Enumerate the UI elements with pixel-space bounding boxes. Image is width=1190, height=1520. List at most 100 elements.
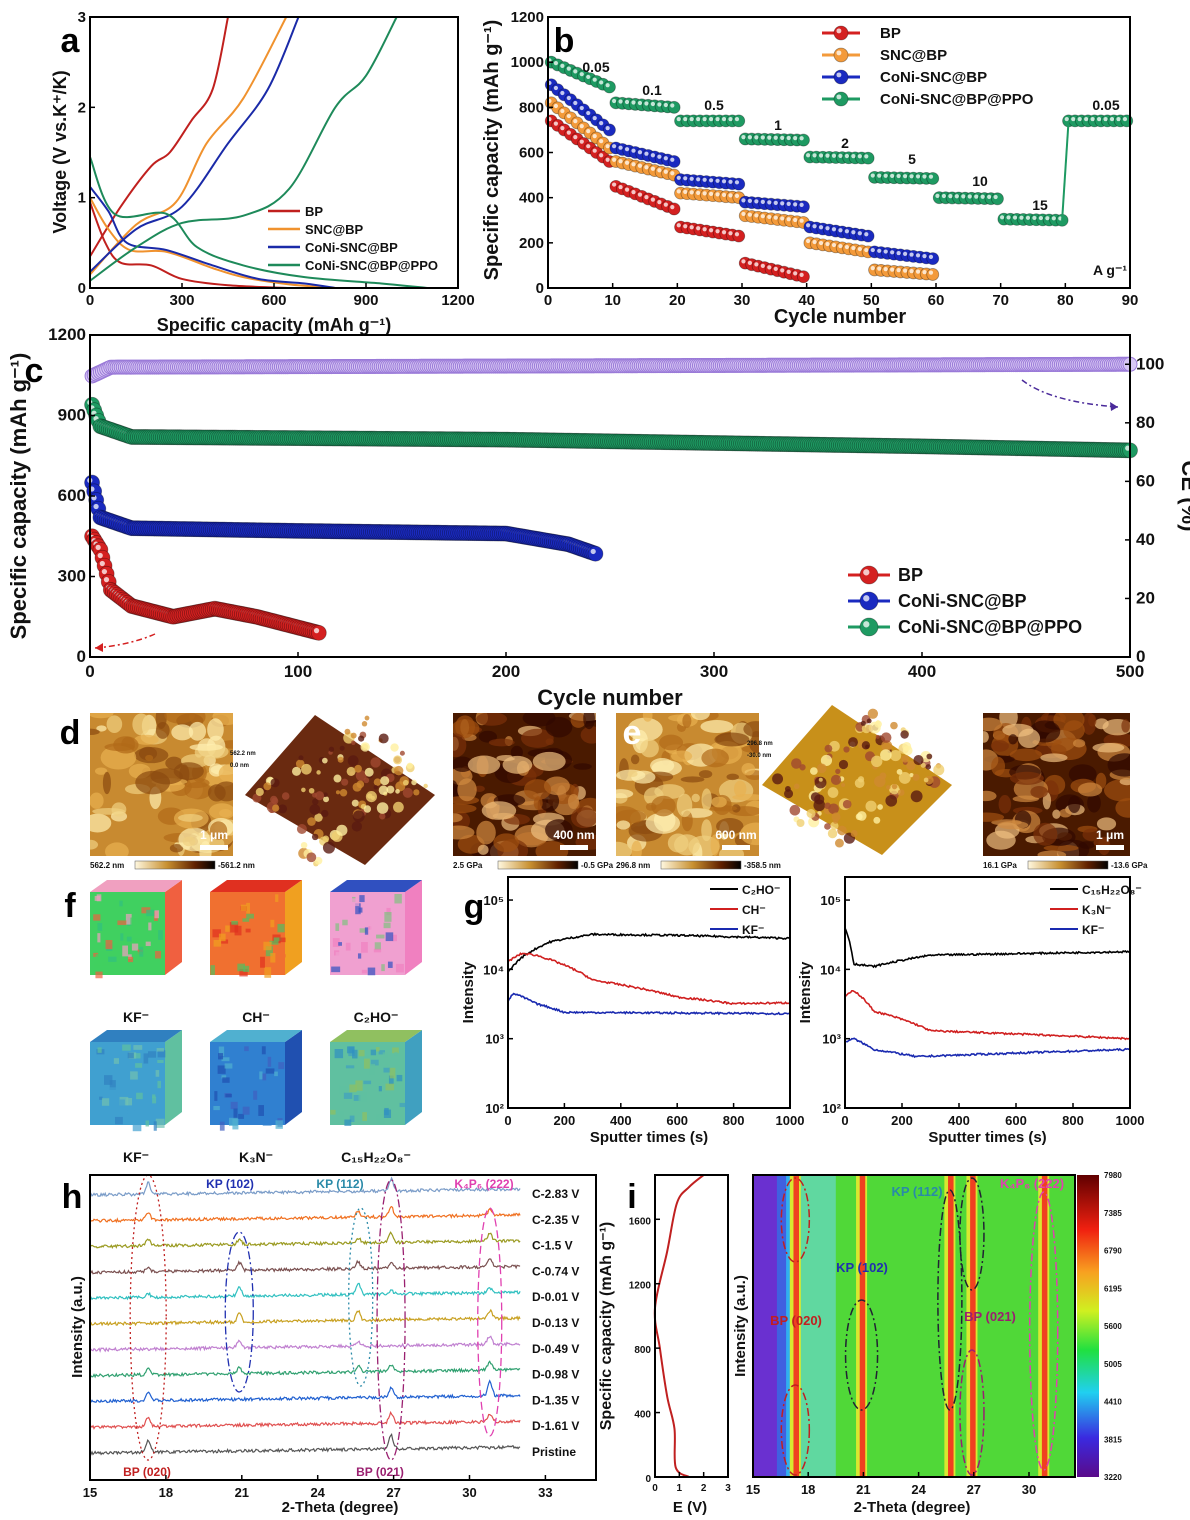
x-tick-label: 400 xyxy=(610,1113,632,1128)
cube-label: K₃N⁻ xyxy=(239,1149,273,1165)
xrd-pattern xyxy=(89,1282,521,1301)
tof-sims-cube xyxy=(210,1030,302,1131)
x-tick-label: 900 xyxy=(353,292,378,309)
x-tick-label: 3 xyxy=(725,1483,731,1494)
trace-label: C-2.83 V xyxy=(532,1187,579,1201)
x-tick-label: 33 xyxy=(538,1485,552,1500)
arrow-to-right-axis xyxy=(1021,379,1119,408)
afm-3d-surface xyxy=(245,715,435,867)
colorbar-min: -358.5 nm xyxy=(744,861,781,870)
colorbar xyxy=(1027,860,1109,870)
rate-label: 0.5 xyxy=(704,97,724,113)
curve-charge xyxy=(89,16,300,273)
data-point xyxy=(667,100,681,114)
x-tick-label: 100 xyxy=(284,662,312,681)
trace-label: Pristine xyxy=(532,1445,576,1459)
data-point xyxy=(557,61,571,75)
y-tick-label: 200 xyxy=(519,235,544,252)
x-axis-label: Specific capacity (mAh g⁻¹) xyxy=(157,315,392,335)
x-tick-label: 400 xyxy=(908,662,936,681)
curve-charge xyxy=(89,16,229,257)
colorbar-tick-label: 6790 xyxy=(1104,1247,1122,1256)
rate-label: 2 xyxy=(841,135,849,151)
cube-label: C₁₅H₂₂O₈⁻ xyxy=(341,1149,411,1165)
x-tick-label: 24 xyxy=(310,1485,325,1500)
cube-label: KF⁻ xyxy=(123,1009,149,1025)
peak-ellipse xyxy=(348,1207,374,1387)
scale-bar-label: 600 nm xyxy=(715,828,756,842)
x-axis-label: 2-Theta (degree) xyxy=(282,1499,399,1516)
trace-label: D-0.98 V xyxy=(532,1368,579,1382)
legend-label: K₃N⁻ xyxy=(1082,903,1111,917)
colorbar xyxy=(134,860,216,870)
trace-label: D-1.35 V xyxy=(532,1393,579,1407)
panel-label: c xyxy=(25,352,44,390)
x-tick-label: 0 xyxy=(504,1113,511,1128)
y-tick-label: 400 xyxy=(634,1410,651,1421)
voltage-curve xyxy=(653,1174,705,1478)
connector-line xyxy=(1061,120,1070,221)
scale-bar xyxy=(560,845,588,850)
cube-label: KF⁻ xyxy=(123,1149,149,1165)
colorbar-tick-label: 4410 xyxy=(1104,1398,1122,1407)
legend-label: C₁₅H₂₂O₈⁻ xyxy=(1082,883,1142,897)
data-point xyxy=(797,133,810,147)
y-tick-label: 100 xyxy=(1136,354,1164,373)
arrow-head xyxy=(95,643,103,652)
y-tick-label: 900 xyxy=(58,406,86,425)
peak-annotation: K₄P₆ (222) xyxy=(454,1177,513,1191)
colorbar-tick-label: 5600 xyxy=(1104,1322,1122,1331)
series-line xyxy=(845,1037,1131,1059)
curve-discharge xyxy=(89,201,290,289)
legend-label: SNC@BP xyxy=(880,47,947,64)
trace-label: D-1.61 V xyxy=(532,1419,579,1433)
y-tick-label: 1200 xyxy=(48,325,86,344)
x-tick-label: 2 xyxy=(701,1483,707,1494)
x-tick-label: 30 xyxy=(462,1485,476,1500)
colorbar-tick-label: 6195 xyxy=(1104,1284,1122,1293)
trace-label: C-1.5 V xyxy=(532,1239,573,1253)
panel-label: i xyxy=(627,1178,636,1216)
x-tick-label: 10 xyxy=(604,292,621,309)
x-tick-label: 40 xyxy=(798,292,815,309)
y-axis-label: Specific capacity (mAh g⁻¹) xyxy=(481,20,503,281)
legend-label: CoNi-SNC@BP@PPO xyxy=(880,91,1034,108)
y-tick-label: 10⁴ xyxy=(820,962,841,977)
x-axis-label: 2-Theta (degree) xyxy=(854,1499,971,1516)
legend-marker xyxy=(859,617,879,637)
legend-marker xyxy=(833,25,849,41)
xrd-pattern xyxy=(89,1308,521,1327)
y-tick-label: 10² xyxy=(485,1101,504,1116)
x-tick-label: 21 xyxy=(235,1485,249,1500)
rate-label: 0.05 xyxy=(582,59,609,75)
data-point xyxy=(587,545,604,562)
tof-sims-cube xyxy=(330,880,422,976)
axis-label: 0.0 nm xyxy=(230,763,249,769)
y-tick-label: 20 xyxy=(1136,588,1155,607)
x-tick-label: 27 xyxy=(967,1482,981,1497)
y-tick-label: 0 xyxy=(645,1474,651,1485)
peak-annotation: KP (112) xyxy=(316,1177,363,1191)
scale-bar xyxy=(722,845,750,850)
colorbar-max: 16.1 GPa xyxy=(983,861,1017,870)
colorbar-max: 562.2 nm xyxy=(90,861,124,870)
y-tick-label: 600 xyxy=(519,145,544,162)
peak-annotation: KP (102) xyxy=(206,1177,254,1191)
x-tick-label: 200 xyxy=(492,662,520,681)
data-point xyxy=(797,270,810,284)
legend-label: BP xyxy=(305,204,323,219)
legend-label: BP xyxy=(898,565,923,585)
tof-sims-cube xyxy=(90,1030,182,1132)
curve-discharge xyxy=(89,197,336,289)
x-tick-label: 600 xyxy=(1005,1113,1027,1128)
panel-label: h xyxy=(62,1178,83,1216)
legend-label: KF⁻ xyxy=(1082,923,1104,937)
data-point xyxy=(603,123,616,137)
y-tick-label: 1 xyxy=(78,190,86,207)
x-tick-label: 400 xyxy=(948,1113,970,1128)
xrd-pattern xyxy=(89,1205,521,1224)
x-tick-label: 200 xyxy=(554,1113,576,1128)
colorbar-min: -561.2 nm xyxy=(218,861,255,870)
data-point xyxy=(603,80,616,94)
